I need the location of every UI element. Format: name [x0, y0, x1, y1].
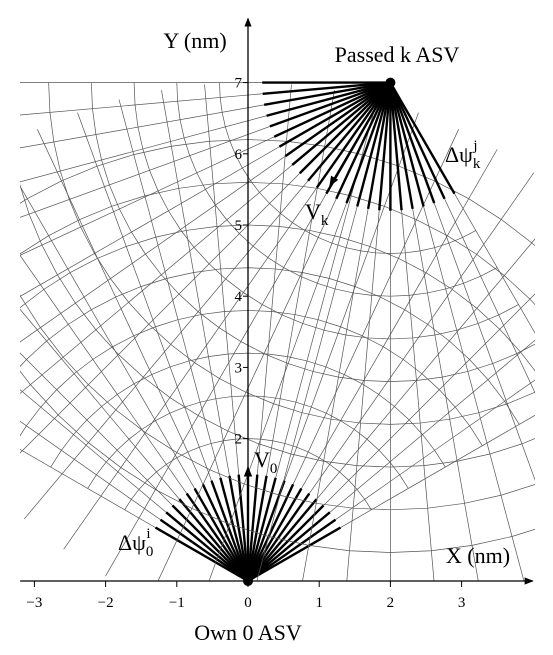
- ship-name: Own 0 ASV: [194, 620, 302, 645]
- x-tick-label: −1: [169, 595, 185, 611]
- ray-near: [269, 81, 391, 128]
- ray-near: [247, 511, 331, 581]
- labels: −3 −2 −1 0 1 2 3 2 3 4 5 6 7 X (nm) Y (nm) Own 0 ASV Pas…: [26, 28, 510, 645]
- ring: [48, 82, 535, 425]
- ray-near: [263, 81, 391, 107]
- x-tick-label: 0: [244, 595, 252, 611]
- symbol-label: Vk: [305, 199, 329, 229]
- ray-near: [378, 82, 392, 211]
- ray: [247, 238, 535, 581]
- y-tick-label: 7: [235, 76, 243, 92]
- ray-near: [389, 82, 436, 204]
- y-tick-label: 6: [235, 147, 243, 163]
- symbol-label: Δψ0 i: [118, 526, 153, 560]
- ray-near: [201, 483, 250, 581]
- ring: [20, 181, 535, 306]
- ring: [20, 370, 535, 553]
- y-axis-title: Y (nm): [163, 28, 226, 53]
- ring: [20, 267, 520, 425]
- x-tick-label: −3: [26, 595, 42, 611]
- ray: [247, 379, 535, 581]
- symbol-sub: 0: [270, 461, 278, 477]
- ring: [176, 82, 498, 297]
- ray-near: [307, 81, 392, 182]
- ray-near: [159, 518, 249, 581]
- x-tick-label: 3: [458, 595, 466, 611]
- symbol-base: V: [305, 199, 321, 224]
- ray-near: [246, 474, 259, 581]
- symbol-sub: k: [473, 156, 481, 172]
- ship: [385, 77, 396, 88]
- ring: [20, 294, 535, 511]
- ray-near: [228, 475, 250, 581]
- symbol-base: Δψ: [118, 530, 146, 555]
- ray-near: [246, 480, 286, 581]
- x-tick-label: 1: [315, 595, 323, 611]
- symbol-sub: k: [321, 213, 329, 229]
- symbol-base: Δψ: [445, 142, 473, 167]
- ray-near: [262, 81, 391, 95]
- y-tick-label: 3: [235, 360, 243, 376]
- ray-near: [178, 498, 249, 581]
- ray-near: [247, 518, 337, 581]
- symbol-sub: 0: [146, 544, 154, 560]
- ray-near: [165, 511, 249, 581]
- ray-near: [247, 526, 342, 581]
- y-tick-label: 4: [235, 289, 243, 305]
- ray-near: [389, 82, 403, 211]
- ray-near: [247, 492, 311, 581]
- ray-near: [291, 81, 392, 166]
- symbol-base: V: [254, 447, 270, 472]
- ray-near: [193, 487, 250, 581]
- ray-near: [278, 81, 391, 148]
- ray-near: [335, 82, 392, 200]
- ray: [20, 82, 391, 297]
- x-tick-label: 2: [387, 595, 395, 611]
- ray-near: [154, 526, 249, 581]
- x-axis-title: X (nm): [446, 543, 510, 568]
- velocity-arrow: [329, 82, 392, 187]
- ray-near: [210, 480, 250, 581]
- ship: [243, 576, 253, 586]
- ray-near: [247, 498, 318, 581]
- ray-near: [237, 474, 250, 581]
- ring: [219, 82, 477, 254]
- ray-near: [366, 82, 392, 210]
- symbol-label: V0: [254, 447, 277, 477]
- ray-near: [246, 483, 295, 581]
- ray-near: [298, 81, 392, 175]
- symbol-label: Δψkj: [445, 138, 481, 172]
- y-tick-label: 2: [235, 432, 243, 448]
- ring: [20, 184, 535, 468]
- ring: [91, 82, 535, 382]
- ray-near: [171, 504, 249, 581]
- ship-name: Passed k ASV: [335, 42, 460, 67]
- ray-near: [284, 81, 392, 158]
- ray-near: [356, 82, 392, 207]
- ray-near: [246, 487, 303, 581]
- ray-near: [389, 82, 425, 207]
- y-tick-label: 5: [235, 218, 243, 234]
- ray-near: [185, 492, 249, 581]
- ray: [247, 339, 535, 581]
- x-tick-label: −2: [98, 595, 114, 611]
- axes: [20, 17, 534, 587]
- symbol-sup: j: [472, 138, 477, 154]
- ray-near: [389, 81, 456, 195]
- symbol-sup: i: [146, 526, 150, 542]
- ray: [20, 82, 391, 394]
- ray-near: [219, 477, 250, 581]
- ray-near: [345, 82, 392, 204]
- ring: [133, 82, 519, 340]
- ray-near: [315, 81, 392, 189]
- ray-near: [389, 82, 446, 200]
- ray-near: [246, 475, 268, 581]
- ray: [20, 82, 391, 256]
- ray-near: [273, 81, 391, 138]
- ray-near: [246, 477, 277, 581]
- ray-near: [389, 82, 414, 210]
- ray-near: [266, 81, 391, 117]
